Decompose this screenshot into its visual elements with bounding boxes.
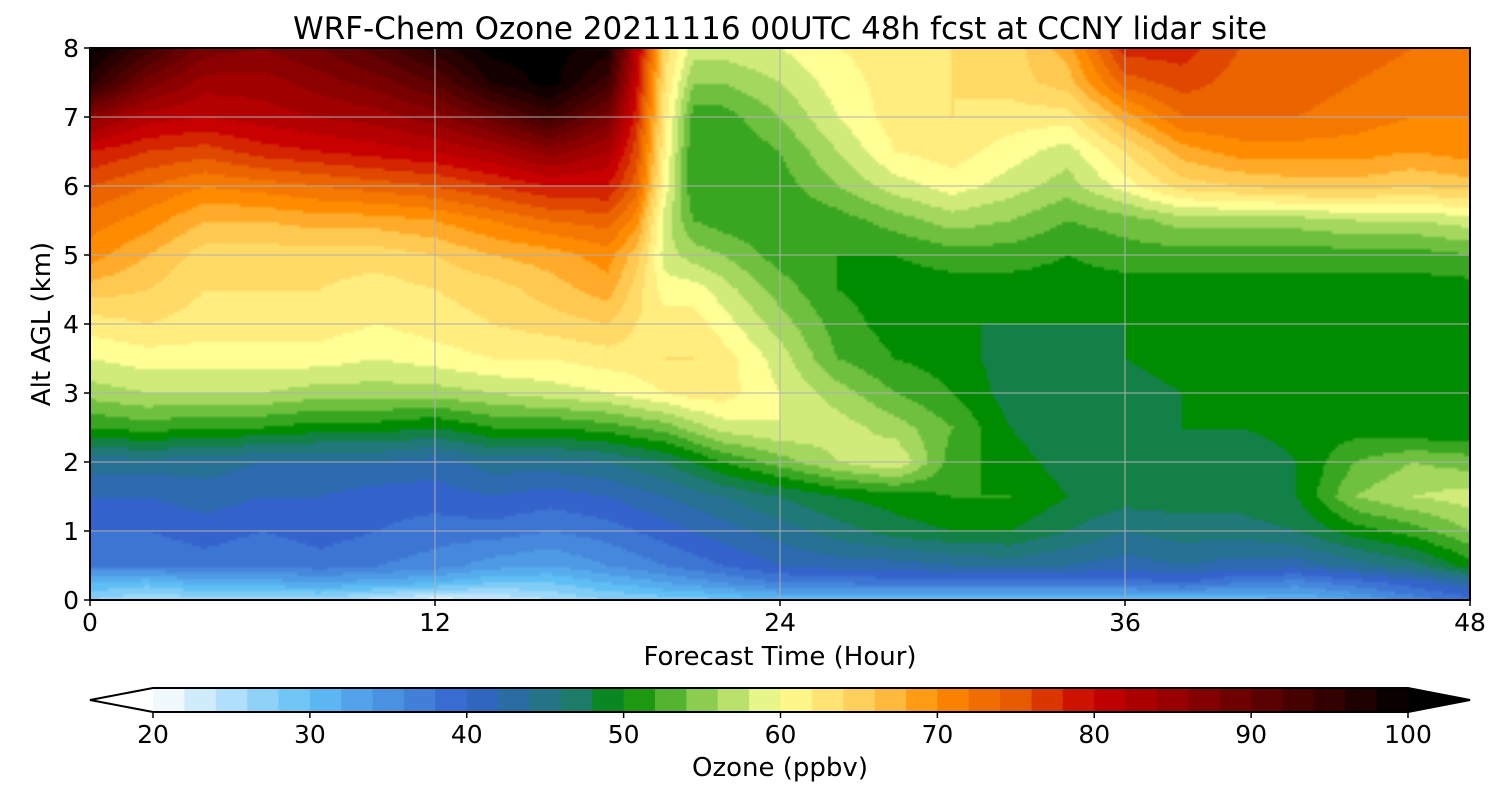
colorbar-band — [1345, 688, 1378, 712]
y-tick-label: 2 — [63, 448, 79, 477]
colorbar-band — [811, 688, 844, 712]
colorbar-label: Ozone (ppbv) — [692, 753, 868, 783]
colorbar-band — [1188, 688, 1221, 712]
colorbar-band — [247, 688, 280, 712]
colorbar-band — [780, 688, 813, 712]
y-axis-label: Alt AGL (km) — [27, 242, 57, 406]
y-axis: 0 1 2 3 4 5 6 7 8 — [63, 34, 90, 615]
colorbar-band — [560, 688, 593, 712]
colorbar-band — [1313, 688, 1346, 712]
colorbar-extend-max — [1408, 688, 1470, 712]
colorbar-band — [278, 688, 311, 712]
colorbar-tick-label: 60 — [765, 720, 797, 749]
colorbar-band — [1125, 688, 1158, 712]
colorbar-band — [1094, 688, 1127, 712]
colorbar-band — [937, 688, 970, 712]
colorbar-tick-label: 30 — [294, 720, 326, 749]
colorbar-tick-label: 50 — [608, 720, 640, 749]
colorbar-band — [1251, 688, 1284, 712]
colorbar-band — [309, 688, 342, 712]
colorbar-ticks: 20 30 40 50 60 70 80 90 100 — [137, 712, 1432, 749]
y-tick-label: 0 — [63, 586, 79, 615]
colorbar-tick-label: 40 — [451, 720, 483, 749]
x-tick-label: 48 — [1454, 608, 1486, 637]
chart-title: WRF-Chem Ozone 20211116 00UTC 48h fcst a… — [293, 11, 1267, 47]
colorbar-band — [404, 688, 436, 712]
colorbar-band — [372, 688, 405, 712]
colorbar-tick-label: 80 — [1078, 720, 1110, 749]
x-tick-label: 12 — [419, 608, 451, 637]
colorbar-band — [749, 688, 782, 712]
colorbar-band — [686, 688, 719, 712]
colorbar-band — [843, 688, 876, 712]
colorbar-band — [874, 688, 907, 712]
colorbar-tick-label: 100 — [1384, 720, 1432, 749]
colorbar-band — [1031, 688, 1064, 712]
y-tick-label: 1 — [63, 517, 79, 546]
colorbar-band — [906, 688, 938, 712]
colorbar-band — [1219, 688, 1252, 712]
colorbar-tick-label: 70 — [921, 720, 953, 749]
colorbar-band — [1282, 688, 1315, 712]
x-tick-label: 0 — [82, 608, 98, 637]
y-tick-label: 6 — [63, 172, 79, 201]
y-tick-label: 4 — [63, 310, 79, 339]
colorbar-band — [623, 688, 656, 712]
colorbar — [89, 687, 1471, 713]
y-tick-label: 7 — [63, 103, 79, 132]
y-tick-label: 5 — [63, 241, 79, 270]
colorbar-band — [466, 688, 499, 712]
x-tick-label: 24 — [764, 608, 796, 637]
colorbar-band — [655, 688, 687, 712]
colorbar-band — [1000, 688, 1033, 712]
y-tick-label: 8 — [63, 34, 79, 63]
colorbar-band — [1157, 688, 1189, 712]
colorbar-band — [529, 688, 562, 712]
colorbar-band — [215, 688, 248, 712]
x-axis-label: Forecast Time (Hour) — [643, 642, 916, 672]
colorbar-band — [717, 688, 750, 712]
colorbar-band — [968, 688, 1001, 712]
colorbar-band — [341, 688, 374, 712]
colorbar-band — [153, 688, 185, 712]
x-tick-label: 36 — [1109, 608, 1141, 637]
x-axis: 0 12 24 36 48 — [82, 600, 1486, 637]
colorbar-band — [1376, 688, 1409, 712]
colorbar-band — [184, 688, 217, 712]
colorbar-band — [592, 688, 625, 712]
colorbar-band — [435, 688, 468, 712]
colorbar-band — [498, 688, 531, 712]
colorbar-tick-label: 20 — [137, 720, 169, 749]
grid-lines — [90, 48, 1470, 600]
colorbar-band — [1062, 688, 1095, 712]
colorbar-extend-min — [90, 688, 153, 712]
colorbar-tick-label: 90 — [1235, 720, 1267, 749]
y-tick-label: 3 — [63, 379, 79, 408]
